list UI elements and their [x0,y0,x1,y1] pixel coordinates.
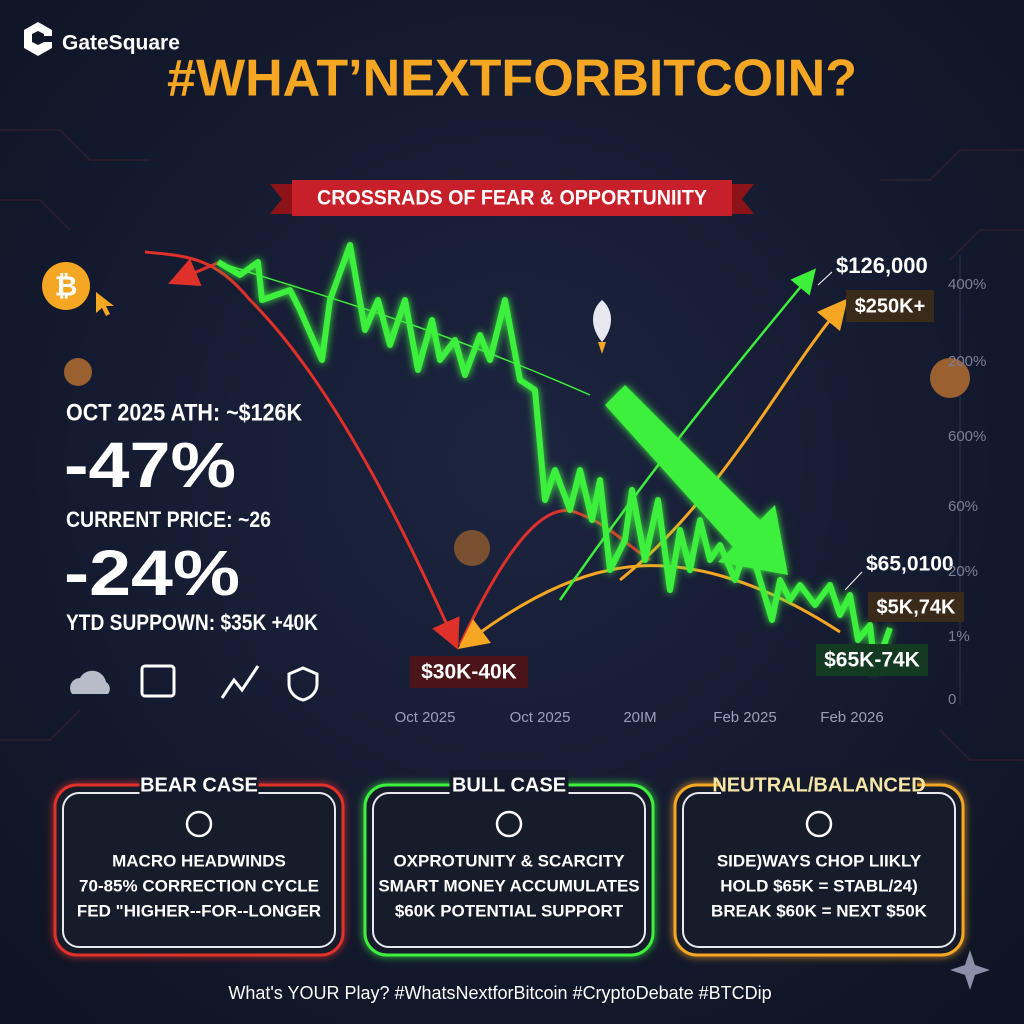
axis-label: 20IM [623,709,656,726]
card-line: BREAK $60K = NEXT $50K [711,901,928,920]
card-icon [805,810,833,838]
leader-line [844,571,863,591]
label-box [410,656,528,688]
label-box [816,644,928,676]
axis-label: 1% [948,628,970,645]
cookie-icon [454,530,490,566]
card-icon [495,810,523,838]
stat-icons [70,664,319,702]
bear-arrow [168,258,221,287]
axis-label: Oct 2025 [395,709,456,726]
cursor-icon [96,292,114,316]
circuit-lines [0,129,1024,761]
label-mid: $65,0100 [866,553,954,576]
logo [24,22,52,56]
big-arrow [605,385,788,575]
price-line [216,242,893,673]
bitcoin-icon [42,262,90,310]
card-line: SMART MONEY ACCUMULATES [378,876,639,895]
card-line: FED "HIGHER--FOR--LONGER [77,901,321,920]
axis-label: 60% [948,498,978,515]
footer: What's YOUR Play? #WhatsNextforBitcoin #… [228,983,771,1003]
axis-label: Feb 2025 [713,709,776,726]
orange-bull [619,298,848,582]
title: #WHAT’NEXTFORBITCOIN? [167,50,857,108]
axis-label: 400% [948,276,986,293]
card-title-bg [139,770,259,800]
label-bear-target: $30K-40K [421,661,517,684]
card-title: NEUTRAL/BALANCED [712,774,925,796]
ath-change: -47% [64,429,236,501]
sparkle [950,950,990,990]
card-line: OXPROTUNITY & SCARCITY [393,851,625,870]
rocket-icon [593,300,611,354]
current-label: CURRENT PRICE: ~26 [66,507,271,532]
label-bull-target: $250K+ [855,295,926,317]
label-box [868,592,964,622]
card-icon [185,810,213,838]
bitcoin-symbol: ₿ [55,270,78,301]
ytd-label: YTD SUPPOWN: $35K +40K [66,610,318,635]
card-line: SIDE)WAYS CHOP LIIKLY [717,851,922,870]
cards: BEAR CASE MACRO HEADWINDS 70-85% CORRECTIO… [53,770,965,957]
axis-label: 200% [948,353,986,370]
bear-icon-right [930,358,970,398]
green-bull [558,268,816,601]
bottom-axis: Oct 2025 Oct 2025 20IM Feb 2025 Feb 2026 [395,709,884,726]
axis-label: 600% [948,428,986,445]
bear-icon [64,358,92,386]
axis-label: Feb 2026 [820,709,883,726]
axis-label: Oct 2025 [510,709,571,726]
brand: GateSquare [62,32,180,55]
card-line: 70-85% CORRECTION CYCLE [79,876,319,895]
banner-text: CROSSRADS OF FEAR & OPPORTUNIITY [317,187,707,210]
chart: $126,000 $250K+ $65,0100 $5K,74K $65K-74… [144,242,986,726]
orange-path [457,564,841,649]
leader-line [817,271,833,286]
label-support: $65K-74K [824,649,920,672]
axis-label: 20% [948,563,978,580]
ath-label: OCT 2025 ATH: ~$126K [66,399,303,426]
card-title-bg [449,770,569,800]
label-top: $126,000 [836,253,928,278]
axis-label: 0 [948,691,956,708]
label-mid-range: $5K,74K [877,596,956,618]
card-title-bg [721,770,917,800]
card-title: BULL CASE [452,774,566,796]
banner [292,180,732,216]
card-title: BEAR CASE [140,774,258,796]
card-line: $60K POTENTIAL SUPPORT [395,901,624,920]
card-line: MACRO HEADWINDS [112,851,286,870]
card-line: HOLD $65K = STABL/24) [720,876,918,895]
red-recovery [458,509,651,646]
right-axis: 400% 200% 600% 60% 20% 1% 0 [948,276,986,708]
label-box [846,290,934,322]
current-change: -24% [64,537,240,609]
